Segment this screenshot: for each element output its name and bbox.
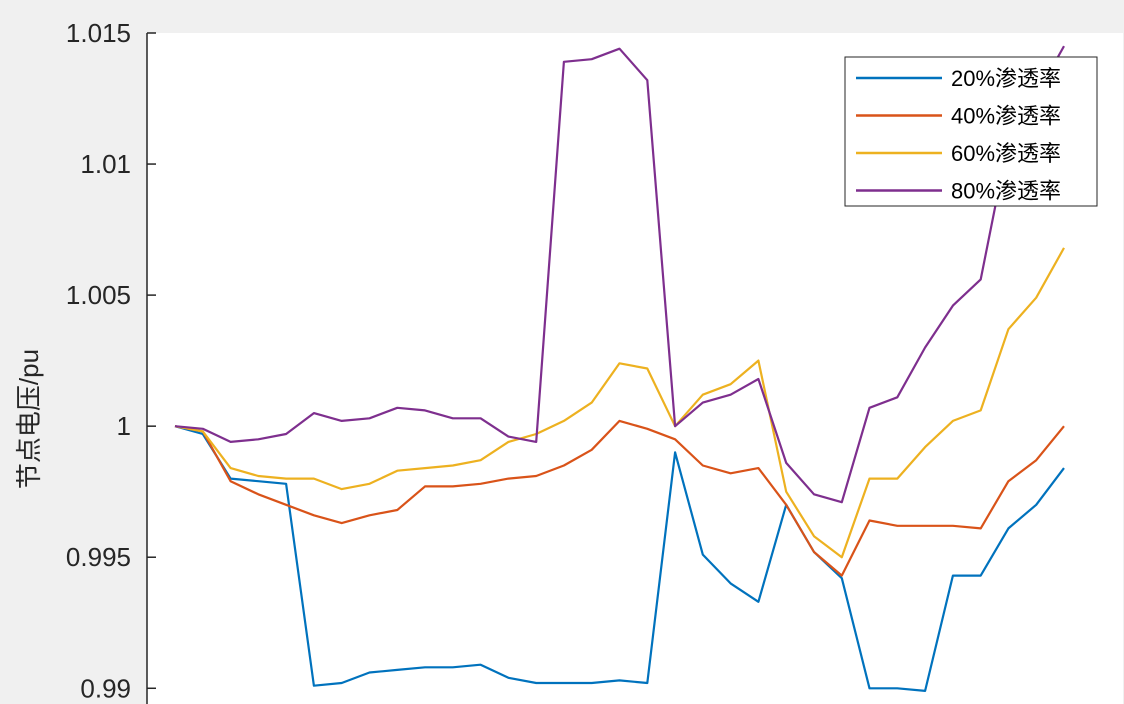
- series-line-4: [174, 45, 1065, 504]
- y-tick-label: 0.995: [66, 542, 131, 572]
- y-axis-label: 节点电压/pu: [14, 349, 44, 489]
- y-tick-label: 1.015: [66, 18, 131, 48]
- legend-label-2: 40%渗透率: [951, 104, 1061, 129]
- legend-box: [844, 56, 1098, 207]
- legend: 20%渗透率 40%渗透率 60%渗透率 80%渗透率: [844, 56, 1098, 207]
- y-tick-label: 0.99: [80, 673, 131, 703]
- legend-label-4: 80%渗透率: [951, 179, 1061, 204]
- y-ticks: 0.99 0.995 1 1.005 1.01 1.015: [66, 18, 156, 703]
- series-line-1: [174, 425, 1065, 693]
- legend-label-3: 60%渗透率: [951, 141, 1061, 166]
- y-tick-label: 1: [117, 411, 131, 441]
- series-layer: [174, 45, 1065, 693]
- legend-label-1: 20%渗透率: [951, 66, 1061, 91]
- series-line-2: [174, 419, 1065, 577]
- series-line-3: [174, 247, 1065, 559]
- y-tick-label: 1.005: [66, 280, 131, 310]
- y-tick-label: 1.01: [80, 149, 131, 179]
